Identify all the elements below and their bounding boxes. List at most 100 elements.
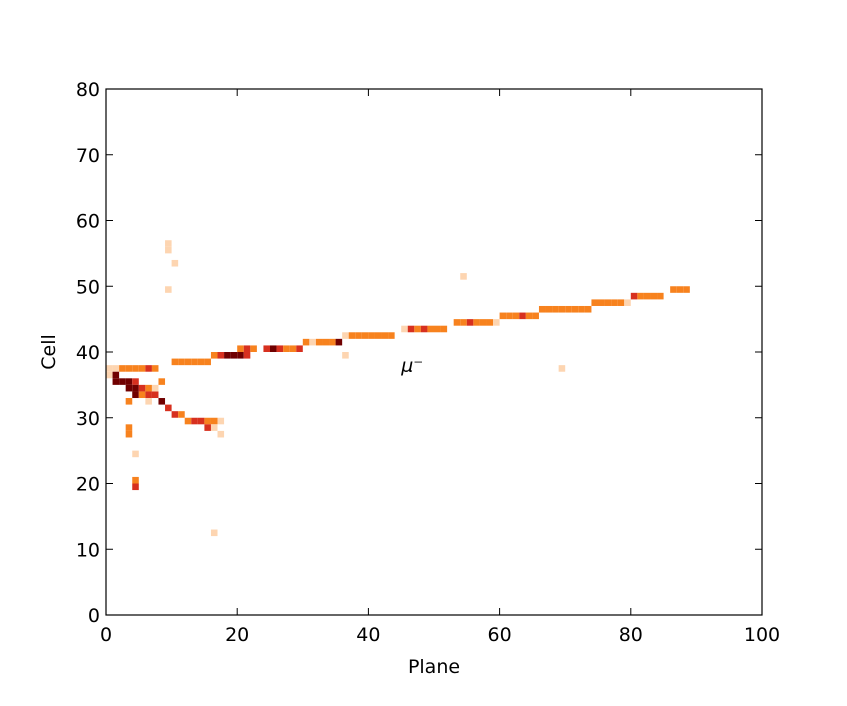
cell [125, 424, 133, 431]
x-tick-label: 20 [225, 624, 249, 646]
cell [243, 352, 251, 359]
cell [552, 305, 559, 313]
cell [197, 417, 205, 425]
cell [106, 365, 113, 372]
cell [125, 430, 133, 438]
cell [210, 529, 218, 537]
cell [414, 325, 421, 333]
cell [670, 286, 677, 293]
cell [119, 365, 126, 372]
y-tick-label: 70 [76, 145, 100, 167]
cell [158, 378, 166, 385]
cell [210, 417, 218, 425]
x-tick-label: 80 [619, 624, 643, 646]
cell [374, 332, 382, 339]
cell [138, 365, 146, 372]
cell [119, 378, 126, 385]
cell [361, 332, 369, 339]
x-tick-label: 100 [744, 624, 780, 646]
cell [420, 325, 428, 333]
cell [545, 305, 553, 313]
cell [407, 325, 415, 333]
cell [617, 299, 625, 306]
cell [138, 384, 146, 392]
cell [112, 371, 120, 379]
cell [217, 430, 225, 438]
cell [512, 312, 520, 320]
y-tick-label: 30 [76, 408, 100, 430]
y-tick-label: 80 [76, 79, 100, 101]
cell [132, 391, 139, 399]
x-tick-label: 40 [356, 624, 380, 646]
cell [191, 358, 198, 366]
cell [171, 259, 179, 267]
cell [302, 338, 310, 346]
cell [276, 345, 284, 352]
cell [112, 365, 120, 372]
cell [532, 312, 539, 320]
cell [217, 417, 225, 425]
cell [243, 345, 251, 352]
cell [309, 338, 316, 346]
cell [604, 299, 612, 306]
cell [263, 345, 270, 352]
cell [676, 286, 684, 293]
cell [145, 365, 152, 372]
plot-frame [105, 88, 763, 616]
cell [184, 417, 192, 425]
y-tick-label: 10 [76, 539, 100, 561]
cell [296, 345, 303, 352]
cell [355, 332, 362, 339]
cell [466, 319, 474, 326]
cell [486, 319, 494, 326]
y-tick-label: 20 [76, 474, 100, 496]
cell [650, 292, 658, 300]
cell [158, 398, 166, 405]
y-tick-label: 40 [76, 342, 100, 364]
cell [112, 378, 120, 385]
cell [145, 384, 152, 392]
annotation: μ⁻ [400, 355, 423, 377]
cell [204, 358, 211, 366]
cell [197, 358, 205, 366]
cell [132, 450, 139, 458]
cell [493, 319, 500, 326]
cell [132, 476, 139, 484]
cell [453, 319, 461, 326]
cell [125, 384, 133, 392]
cell [538, 305, 546, 313]
cell [178, 411, 185, 418]
cell [578, 305, 585, 313]
cell [637, 292, 644, 300]
cell [630, 292, 638, 300]
cell [165, 246, 172, 254]
y-tick-label: 0 [88, 605, 100, 627]
cell [151, 365, 159, 372]
cell [125, 398, 133, 405]
cell [460, 273, 467, 280]
cell [558, 305, 566, 313]
cell [440, 325, 448, 333]
cell [388, 332, 395, 339]
cell [204, 424, 211, 431]
cell [348, 332, 356, 339]
cell [335, 338, 343, 346]
cell [165, 240, 172, 247]
cell [224, 352, 231, 359]
cell [125, 378, 133, 385]
cell [558, 365, 566, 372]
cell [151, 384, 159, 392]
cell [591, 299, 598, 306]
cell [210, 352, 218, 359]
cell [598, 299, 605, 306]
cell [132, 365, 139, 372]
cell [171, 358, 179, 366]
cell [237, 352, 244, 359]
cell [657, 292, 664, 300]
cell [381, 332, 389, 339]
cell [571, 305, 579, 313]
cell [519, 312, 526, 320]
cell [289, 345, 297, 352]
cell [138, 391, 146, 399]
cell [132, 483, 139, 491]
